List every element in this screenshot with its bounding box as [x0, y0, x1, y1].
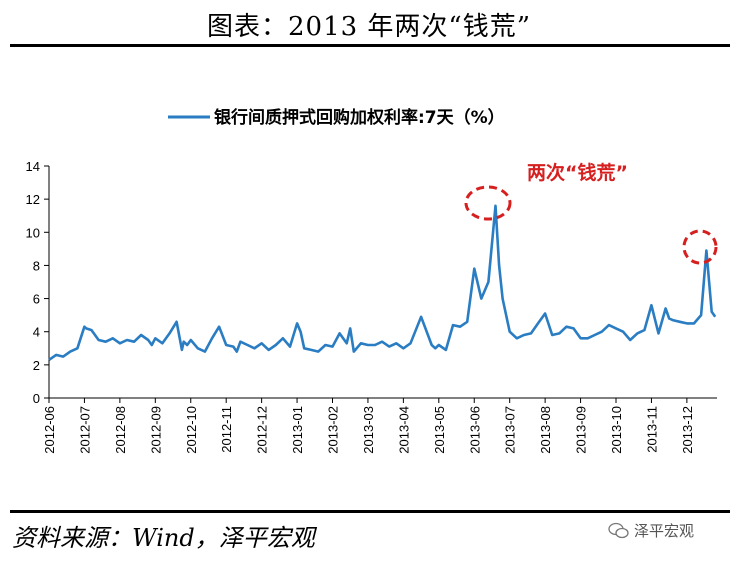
x-axis: 2012-06 2012-07 2012-08 2012-09 2012-10 2012-…: [42, 397, 717, 454]
legend: 银行间质押式回购加权利率:7天（%）: [168, 107, 505, 128]
x-tick-label: 2013-10: [609, 406, 624, 454]
peak-circle-marker: [464, 185, 512, 221]
x-tick-label: 2012-07: [77, 406, 92, 454]
x-tick-label: 2013-01: [290, 406, 305, 454]
x-tick-label: 2013-04: [396, 406, 411, 454]
line-chart: 银行间质押式回购加权利率:7天（%） 两次“钱荒” 0 2 4 6 8 10 12 14 20…: [26, 107, 718, 454]
y-tick-label: 12: [26, 192, 40, 207]
x-tick-label: 2013-03: [361, 406, 376, 454]
x-tick-label: 2012-10: [184, 406, 199, 454]
y-axis: 0 2 4 6 8 10 12 14: [26, 159, 50, 406]
top-rule: [10, 44, 730, 47]
x-tick-label: 2012-12: [255, 406, 270, 454]
page-title: 图表：2013 年两次“钱荒”: [206, 12, 532, 42]
source-note: 资料来源：Wind，泽平宏观: [12, 524, 315, 552]
y-tick-label: 4: [33, 325, 40, 340]
y-tick-label: 10: [26, 225, 40, 240]
x-tick-label: 2013-05: [432, 406, 447, 454]
x-tick-label: 2013-08: [538, 406, 553, 454]
x-tick-label: 2013-09: [574, 406, 589, 454]
x-tick-label: 2013-07: [503, 406, 518, 454]
y-tick-label: 2: [33, 358, 40, 373]
wechat-icon: [608, 522, 629, 538]
y-tick-label: 14: [26, 159, 40, 174]
x-tick-label: 2012-09: [148, 406, 163, 454]
peak-circle-marker: [682, 229, 718, 265]
x-tick-label: 2012-11: [219, 406, 234, 453]
x-tick-label: 2013-02: [326, 406, 341, 454]
x-tick-label: 2013-06: [467, 406, 482, 454]
watermark-label: 泽平宏观: [634, 522, 695, 540]
y-tick-label: 6: [33, 292, 40, 307]
annotation-label: 两次“钱荒”: [527, 161, 628, 184]
x-tick-label: 2013-11: [644, 406, 659, 453]
watermark: 泽平宏观: [608, 520, 694, 541]
y-tick-label: 8: [33, 258, 40, 273]
x-tick-label: 2012-06: [42, 406, 57, 454]
y-tick-label: 0: [33, 391, 40, 406]
x-tick-label: 2012-08: [113, 406, 128, 454]
bottom-rule: [10, 510, 730, 513]
legend-label: 银行间质押式回购加权利率:7天（%）: [214, 107, 505, 128]
x-tick-label: 2013-12: [680, 406, 695, 454]
series-line: [48, 204, 717, 361]
